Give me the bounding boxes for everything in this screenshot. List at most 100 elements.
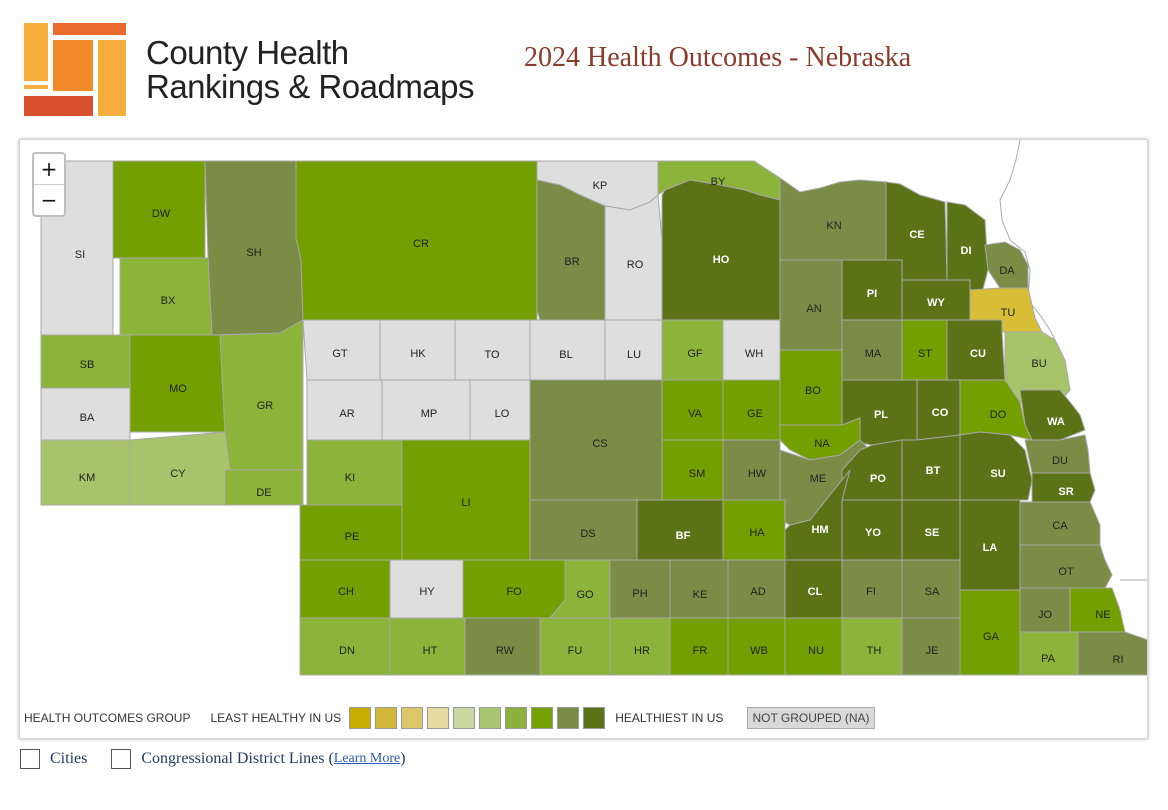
- legend-swatch-9: [557, 707, 580, 729]
- county-label-po: PO: [870, 473, 886, 485]
- zoom-in-button[interactable]: +: [34, 154, 64, 185]
- county-label-du: DU: [1052, 455, 1068, 467]
- county-label-ht: HT: [423, 645, 438, 657]
- county-kn[interactable]: [779, 177, 887, 261]
- county-label-na: NA: [814, 438, 830, 450]
- county-label-ki: KI: [345, 472, 355, 484]
- county-label-fu: FU: [568, 645, 583, 657]
- county-label-cr: CR: [413, 238, 429, 250]
- county-label-bl: BL: [559, 349, 572, 361]
- legend-swatch-8: [531, 707, 554, 729]
- county-label-sm: SM: [689, 468, 706, 480]
- county-label-sa: SA: [925, 586, 940, 598]
- learn-more-link[interactable]: Learn More: [333, 751, 401, 766]
- legend-swatch-1: [349, 707, 372, 729]
- county-label-ge: GE: [747, 408, 763, 420]
- county-br[interactable]: [536, 179, 606, 321]
- county-label-bf: BF: [676, 530, 691, 542]
- county-ca[interactable]: [1019, 501, 1101, 546]
- county-label-pe: PE: [345, 531, 360, 543]
- legend-swatch-10: [583, 707, 606, 729]
- cities-label: Cities: [50, 750, 88, 767]
- county-label-cl: CL: [808, 586, 823, 598]
- legend-swatch-6: [479, 707, 502, 729]
- legend-swatch-3: [401, 707, 424, 729]
- county-wa[interactable]: [1019, 389, 1086, 441]
- zoom-control: + −: [32, 152, 66, 217]
- county-label-ce: CE: [909, 229, 924, 241]
- county-label-ha: HA: [749, 527, 765, 539]
- county-label-sh: SH: [246, 247, 261, 259]
- county-da[interactable]: [984, 241, 1029, 289]
- county-gr[interactable]: [219, 319, 304, 471]
- county-label-mp: MP: [421, 408, 438, 420]
- county-label-gr: GR: [257, 400, 274, 412]
- county-label-pl: PL: [874, 409, 888, 421]
- county-label-fi: FI: [866, 586, 876, 598]
- county-label-kp: KP: [593, 180, 608, 192]
- county-label-kn: KN: [826, 220, 841, 232]
- county-label-co: CO: [932, 407, 949, 419]
- county-label-by: BY: [711, 176, 726, 188]
- county-sr[interactable]: [1031, 472, 1096, 503]
- county-label-pa: PA: [1041, 653, 1056, 665]
- county-label-si: SI: [75, 249, 85, 261]
- legend-na-box: NOT GROUPED (NA): [747, 707, 875, 729]
- county-label-dn: DN: [339, 645, 355, 657]
- county-label-wy: WY: [927, 297, 945, 309]
- legend-group-label: HEALTH OUTCOMES GROUP: [24, 711, 191, 725]
- county-label-ph: PH: [632, 588, 647, 600]
- legend-swatch-7: [505, 707, 528, 729]
- county-label-ad: AD: [750, 586, 765, 598]
- county-label-gt: GT: [332, 348, 348, 360]
- county-label-ro: RO: [627, 259, 644, 271]
- county-ri[interactable]: [1077, 631, 1148, 676]
- county-label-se: SE: [925, 527, 940, 539]
- county-label-jo: JO: [1038, 609, 1053, 621]
- county-ho[interactable]: [661, 179, 781, 321]
- county-map[interactable]: SI DW SH CR KP BY BX BR RO HO KN CE DI DA TU AN PI WY SB MO…: [20, 140, 1148, 700]
- county-label-de: DE: [256, 487, 271, 499]
- county-label-lu: LU: [627, 349, 641, 361]
- county-label-hm: HM: [811, 524, 828, 536]
- county-label-to: TO: [484, 349, 500, 361]
- county-label-ma: MA: [865, 348, 882, 360]
- districts-label: Congressional District Lines: [141, 750, 325, 767]
- brand-line-1: County Health: [146, 34, 349, 71]
- county-label-st: ST: [918, 348, 932, 360]
- county-label-bx: BX: [161, 295, 176, 307]
- county-su[interactable]: [959, 431, 1033, 501]
- county-ne[interactable]: [1069, 587, 1126, 633]
- county-label-ar: AR: [339, 408, 354, 420]
- county-label-li: LI: [461, 497, 470, 509]
- county-label-cs: CS: [592, 438, 607, 450]
- county-label-ot: OT: [1058, 566, 1074, 578]
- zoom-out-button[interactable]: −: [40, 188, 58, 212]
- county-label-dw: DW: [152, 208, 171, 220]
- county-label-di: DI: [961, 245, 972, 257]
- county-label-ga: GA: [983, 631, 1000, 643]
- learn-more-close-paren: ): [400, 750, 406, 767]
- county-ro[interactable]: [604, 193, 663, 321]
- brand-name[interactable]: County Health Rankings & Roadmaps: [146, 34, 475, 105]
- county-label-sr: SR: [1058, 486, 1073, 498]
- learn-more-open-paren: (: [328, 750, 334, 767]
- county-label-hr: HR: [634, 645, 650, 657]
- districts-checkbox[interactable]: [111, 749, 132, 769]
- county-cu[interactable]: [946, 319, 1006, 381]
- county-label-wh: WH: [745, 348, 763, 360]
- cities-checkbox[interactable]: [20, 749, 40, 769]
- county-label-an: AN: [806, 303, 821, 315]
- county-du[interactable]: [1024, 434, 1091, 474]
- county-label-cy: CY: [170, 468, 186, 480]
- county-label-fr: FR: [693, 645, 708, 657]
- brand-line-2: Rankings & Roadmaps: [146, 68, 475, 105]
- map-panel[interactable]: + − SI DW SH CR KP BY BX BR RO HO KN CE DI DA TU AN PI WY…: [19, 139, 1148, 739]
- legend-swatch-4: [427, 707, 450, 729]
- county-label-mo: MO: [169, 383, 187, 395]
- county-label-ch: CH: [338, 586, 354, 598]
- county-label-bu: BU: [1031, 358, 1046, 370]
- county-wy[interactable]: [901, 279, 971, 321]
- county-label-rw: RW: [496, 645, 515, 657]
- county-label-cu: CU: [970, 348, 986, 360]
